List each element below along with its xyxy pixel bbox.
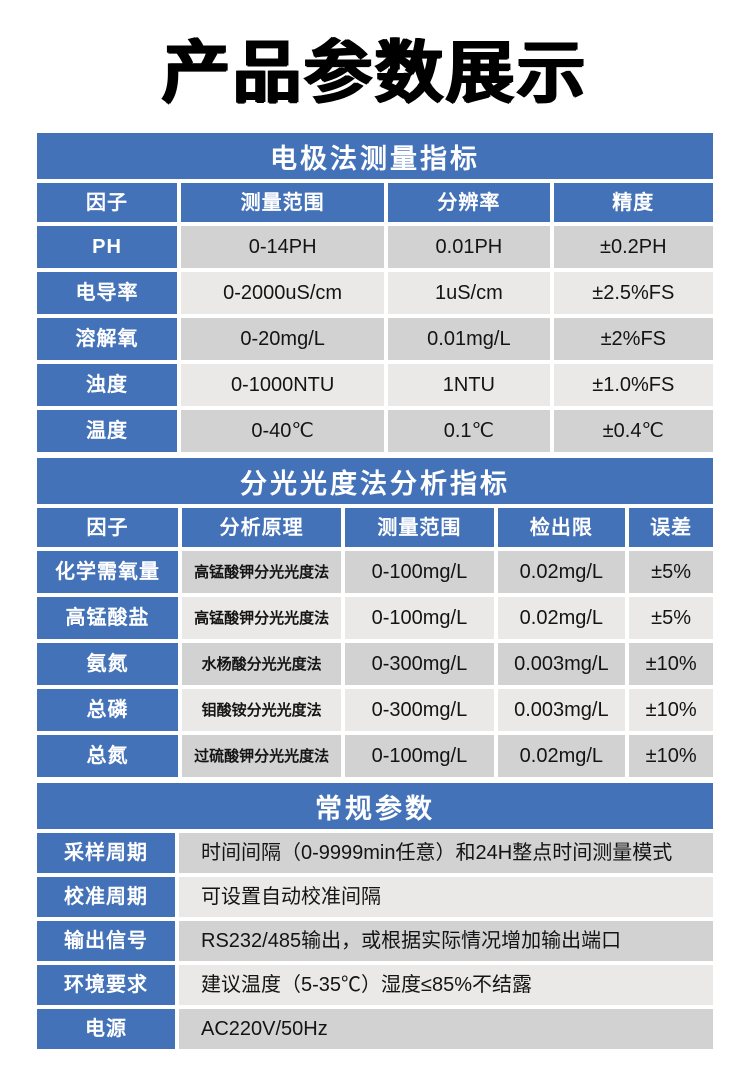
value-cell: 0.02mg/L	[497, 551, 626, 593]
table-row: 校准周期 可设置自动校准间隔	[37, 877, 713, 917]
value-cell: ±2.5%FS	[553, 272, 713, 314]
column-header: 因子	[37, 183, 178, 222]
param-label-cell: 校准周期	[37, 877, 175, 917]
value-cell: 0-300mg/L	[345, 643, 494, 685]
param-label-cell: 环境要求	[37, 965, 175, 1005]
value-cell: ±10%	[629, 735, 713, 777]
value-cell: ±0.2PH	[553, 226, 713, 268]
table-row: 电导率 0-2000uS/cm 1uS/cm ±2.5%FS	[37, 272, 713, 314]
table-row: 溶解氧 0-20mg/L 0.01mg/L ±2%FS	[37, 318, 713, 360]
value-cell: 0-100mg/L	[345, 551, 494, 593]
value-cell: 0-1000NTU	[181, 364, 385, 406]
table-row: 采样周期 时间间隔（0-9999min任意）和24H整点时间测量模式	[37, 833, 713, 873]
param-value-cell: 建议温度（5-35℃）湿度≤85%不结露	[179, 965, 713, 1005]
table-row: 环境要求 建议温度（5-35℃）湿度≤85%不结露	[37, 965, 713, 1005]
table-row: 高锰酸盐 高锰酸钾分光光度法 0-100mg/L 0.02mg/L ±5%	[37, 597, 713, 639]
table-row: 输出信号 RS232/485输出，或根据实际情况增加输出端口	[37, 921, 713, 961]
value-cell: 0.02mg/L	[497, 735, 626, 777]
factor-cell: 总磷	[37, 689, 178, 731]
value-cell: 0.1℃	[388, 410, 550, 452]
factor-cell: PH	[37, 226, 178, 268]
table-row: 总氮 过硫酸钾分光光度法 0-100mg/L 0.02mg/L ±10%	[37, 735, 713, 777]
column-header: 测量范围	[181, 183, 385, 222]
value-cell: 0-20mg/L	[181, 318, 385, 360]
table-row: 化学需氧量 高锰酸钾分光光度法 0-100mg/L 0.02mg/L ±5%	[37, 551, 713, 593]
principle-cell: 高锰酸钾分光光度法	[181, 597, 342, 639]
column-header: 精度	[553, 183, 713, 222]
value-cell: ±0.4℃	[553, 410, 713, 452]
value-cell: 1NTU	[388, 364, 550, 406]
factor-cell: 氨氮	[37, 643, 178, 685]
value-cell: 0-100mg/L	[345, 735, 494, 777]
section-general-parameters: 常规参数 采样周期 时间间隔（0-9999min任意）和24H整点时间测量模式 …	[37, 783, 713, 1049]
table-row: 总磷 钼酸铵分光光度法 0-300mg/L 0.003mg/L ±10%	[37, 689, 713, 731]
column-header: 检出限	[497, 508, 626, 547]
param-value-cell: 时间间隔（0-9999min任意）和24H整点时间测量模式	[179, 833, 713, 873]
value-cell: 0.01PH	[388, 226, 550, 268]
value-cell: ±10%	[629, 643, 713, 685]
column-header: 测量范围	[345, 508, 494, 547]
table-header-row: 因子 测量范围 分辨率 精度	[37, 183, 713, 222]
value-cell: 0.02mg/L	[497, 597, 626, 639]
param-value-cell: AC220V/50Hz	[179, 1009, 713, 1049]
factor-cell: 温度	[37, 410, 178, 452]
section-title: 电极法测量指标	[37, 133, 713, 179]
table-row: 浊度 0-1000NTU 1NTU ±1.0%FS	[37, 364, 713, 406]
factor-cell: 电导率	[37, 272, 178, 314]
principle-cell: 钼酸铵分光光度法	[181, 689, 342, 731]
factor-cell: 溶解氧	[37, 318, 178, 360]
column-header: 误差	[629, 508, 713, 547]
param-value-cell: 可设置自动校准间隔	[179, 877, 713, 917]
table-row: 温度 0-40℃ 0.1℃ ±0.4℃	[37, 410, 713, 452]
param-label-cell: 采样周期	[37, 833, 175, 873]
section-spectrophotometry: 分光光度法分析指标 因子 分析原理 测量范围 检出限 误差 化学需氧量 高锰酸钾…	[37, 458, 713, 777]
param-value-cell: RS232/485输出，或根据实际情况增加输出端口	[179, 921, 713, 961]
value-cell: 0.003mg/L	[497, 643, 626, 685]
principle-cell: 水杨酸分光光度法	[181, 643, 342, 685]
table-row: 氨氮 水杨酸分光光度法 0-300mg/L 0.003mg/L ±10%	[37, 643, 713, 685]
spec-tables: 电极法测量指标 因子 测量范围 分辨率 精度 PH 0-14PH 0.01PH …	[37, 133, 713, 1049]
page-title: 产品参数展示	[161, 35, 588, 111]
section-title: 常规参数	[37, 783, 713, 829]
value-cell: ±5%	[629, 597, 713, 639]
principle-cell: 过硫酸钾分光光度法	[181, 735, 342, 777]
factor-cell: 浊度	[37, 364, 178, 406]
value-cell: 0.01mg/L	[388, 318, 550, 360]
column-header: 因子	[37, 508, 178, 547]
value-cell: 0-300mg/L	[345, 689, 494, 731]
value-cell: 0.003mg/L	[497, 689, 626, 731]
value-cell: ±10%	[629, 689, 713, 731]
value-cell: ±1.0%FS	[553, 364, 713, 406]
column-header: 分辨率	[388, 183, 550, 222]
section-title: 分光光度法分析指标	[37, 458, 713, 504]
table-row: 电源 AC220V/50Hz	[37, 1009, 713, 1049]
param-label-cell: 电源	[37, 1009, 175, 1049]
factor-cell: 化学需氧量	[37, 551, 178, 593]
value-cell: 1uS/cm	[388, 272, 550, 314]
param-label-cell: 输出信号	[37, 921, 175, 961]
table-header-row: 因子 分析原理 测量范围 检出限 误差	[37, 508, 713, 547]
section-electrode-method: 电极法测量指标 因子 测量范围 分辨率 精度 PH 0-14PH 0.01PH …	[37, 133, 713, 452]
column-header: 分析原理	[181, 508, 342, 547]
value-cell: ±5%	[629, 551, 713, 593]
value-cell: 0-100mg/L	[345, 597, 494, 639]
factor-cell: 高锰酸盐	[37, 597, 178, 639]
table-row: PH 0-14PH 0.01PH ±0.2PH	[37, 226, 713, 268]
value-cell: 0-40℃	[181, 410, 385, 452]
value-cell: 0-14PH	[181, 226, 385, 268]
principle-cell: 高锰酸钾分光光度法	[181, 551, 342, 593]
value-cell: 0-2000uS/cm	[181, 272, 385, 314]
value-cell: ±2%FS	[553, 318, 713, 360]
factor-cell: 总氮	[37, 735, 178, 777]
